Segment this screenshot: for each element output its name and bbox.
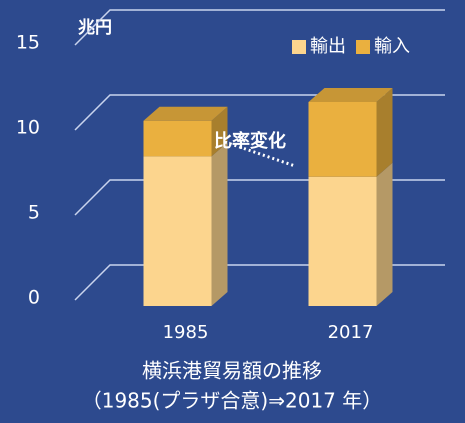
bar-side [211,106,228,157]
unit-label: 兆円 [78,18,112,38]
bar-segment [143,156,212,306]
bar-segment [308,176,377,306]
chart-subtitle: （1985(プラザ合意)⇒2017 年） [82,389,383,413]
bar-segment [143,120,212,157]
y-tick-label: 10 [16,117,40,139]
bar-side [376,162,393,306]
legend-swatch [356,40,370,54]
chart-title: 横浜港貿易額の推移 [142,359,322,383]
bar-top [308,88,393,102]
legend-label: 輸出 [310,36,346,57]
y-tick-label: 15 [16,32,40,54]
annotation-line [224,140,296,168]
legend-swatch [292,40,306,54]
bar-side [376,88,393,177]
bar-segment [308,102,377,177]
grid-line [74,9,445,46]
y-tick-label: 5 [28,202,40,224]
y-tick-label: 0 [28,287,40,309]
x-tick-label: 2017 [328,322,374,343]
annotation: 比率変化 [214,130,286,152]
x-tick-label: 1985 [163,322,209,343]
bar-side [211,142,228,306]
bar-top [143,106,228,121]
legend-label: 輸入 [374,36,410,57]
